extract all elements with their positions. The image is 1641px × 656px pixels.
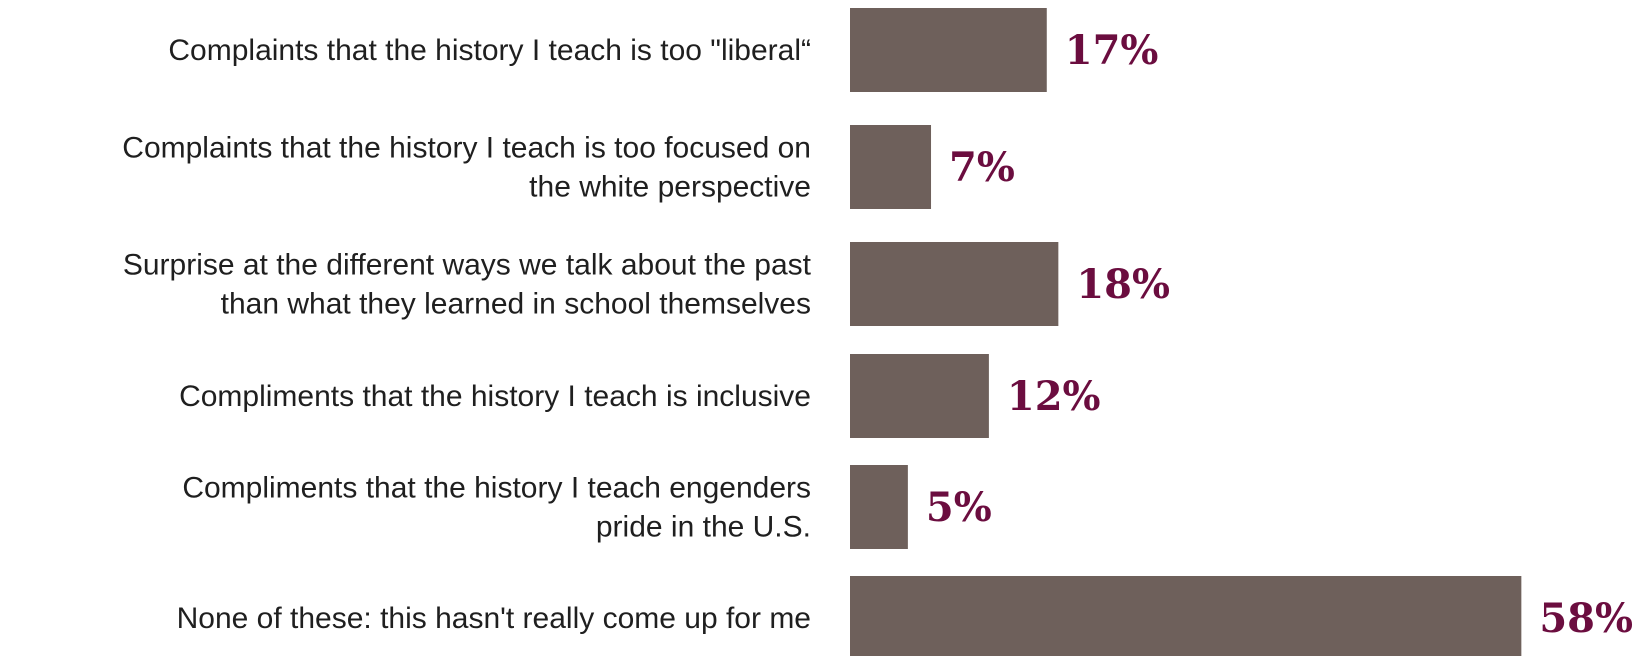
value-label: 5% [926, 484, 992, 531]
category-label: Complaints that the history I teach is t… [122, 132, 811, 204]
category-label: Complaints that the history I teach is t… [168, 34, 811, 67]
value-label: 18% [1076, 261, 1170, 308]
category-label: Compliments that the history I teach is … [179, 380, 811, 413]
category-label: None of these: this hasn't really come u… [177, 602, 811, 635]
category-label-line: the white perspective [529, 171, 811, 204]
bar [850, 576, 1522, 656]
category-label-line: Compliments that the history I teach is … [179, 380, 811, 413]
value-label: 58% [1539, 595, 1633, 642]
category-label-line: Compliments that the history I teach eng… [182, 472, 811, 505]
bar [850, 242, 1059, 326]
category-label-line: None of these: this hasn't really come u… [177, 602, 811, 635]
category-label-line: Complaints that the history I teach is t… [168, 34, 811, 67]
value-label: 12% [1007, 373, 1101, 420]
category-labels: Complaints that the history I teach is t… [122, 34, 811, 635]
value-label: 17% [1065, 27, 1159, 74]
bar [850, 125, 932, 209]
category-label: Surprise at the different ways we talk a… [123, 249, 812, 321]
category-label: Compliments that the history I teach eng… [182, 472, 811, 544]
value-labels: 17% 7% 18% 12% 5% 58% [926, 27, 1633, 642]
bar [850, 8, 1047, 92]
category-label-line: pride in the U.S. [596, 511, 811, 544]
value-label: 7% [949, 144, 1015, 191]
bar [850, 465, 908, 549]
category-label-line: than what they learned in school themsel… [221, 288, 811, 321]
category-label-line: Complaints that the history I teach is t… [122, 132, 811, 165]
bar [850, 354, 989, 438]
category-label-line: Surprise at the different ways we talk a… [123, 249, 812, 282]
bars [850, 8, 1522, 656]
